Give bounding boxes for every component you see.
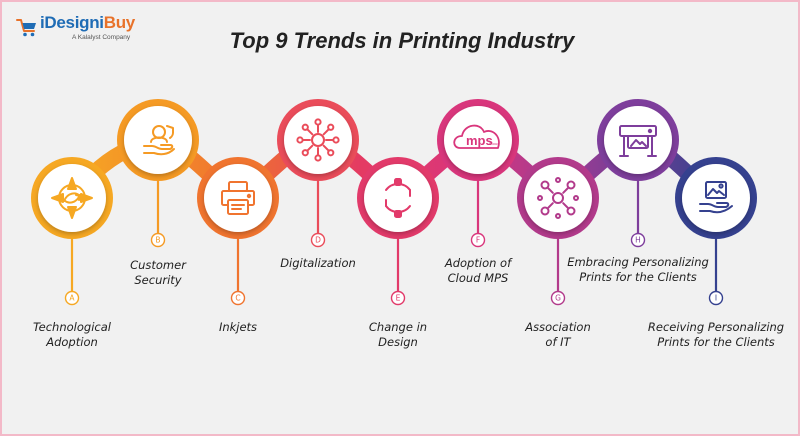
connected-people-icon	[537, 177, 579, 219]
trend-label-line: Inkjets	[218, 320, 258, 334]
trend-label-line: Adoption	[46, 335, 98, 349]
trend-label-line: Technological	[33, 320, 111, 334]
trend-label-line: Association	[525, 320, 591, 334]
node-disc	[38, 164, 106, 232]
trend-letter: B	[155, 236, 160, 245]
trend-letter: D	[315, 236, 321, 245]
trend-letter: F	[476, 236, 480, 245]
trend-label-a: Technological Adoption	[0, 320, 152, 350]
trend-letter-badge: C	[230, 290, 246, 306]
compass-gear-icon	[51, 177, 93, 219]
trend-label-line: Prints for the Clients	[579, 270, 697, 284]
node-disc	[204, 164, 272, 232]
cart-icon	[16, 19, 36, 37]
trend-node-g	[517, 157, 599, 239]
trend-letter: I	[715, 294, 717, 303]
trend-node-a	[31, 157, 113, 239]
trend-label-line: Cloud MPS	[447, 271, 509, 285]
trend-label-i: Receiving Personalizing Prints for the Cl…	[636, 320, 796, 350]
trend-node-c	[197, 157, 279, 239]
trend-letter: H	[635, 236, 641, 245]
trend-letter-badge: B	[150, 232, 166, 248]
trend-label-c: Inkjets	[158, 320, 318, 335]
brand-logo: iDesigniBuy A Kalalyst Company	[16, 10, 146, 50]
trend-letter: A	[69, 294, 75, 303]
trend-node-b	[117, 99, 199, 181]
cloud-mps-text: mps	[466, 133, 493, 148]
hand-secure-icon	[143, 125, 175, 156]
trend-label-b: Customer Security	[78, 258, 238, 288]
trend-label-line: of IT	[545, 335, 571, 349]
trend-node-h	[597, 99, 679, 181]
trend-node-i	[675, 157, 757, 239]
trend-label-line: Design	[378, 335, 418, 349]
cloud-mps-subtext: Cloud	[489, 141, 499, 146]
trend-label-line: Adoption of	[444, 256, 512, 270]
trend-letter: E	[396, 294, 401, 303]
trend-label-f: Adoption of Cloud MPS	[398, 256, 558, 286]
brand-name: iDesigniBuy	[40, 13, 135, 32]
brand-tagline: A Kalalyst Company	[72, 34, 131, 41]
trend-label-h: Embracing Personalizing Prints for the Cl…	[558, 255, 718, 285]
trend-letter-badge: G	[550, 290, 566, 306]
trend-letter: G	[555, 294, 561, 303]
trend-label-d: Digitalization	[238, 256, 398, 271]
trend-label-line: Embracing Personalizing	[567, 255, 709, 269]
node-disc	[444, 106, 512, 174]
trend-letter-badge: F	[470, 232, 486, 248]
network-hub-icon	[296, 118, 340, 162]
trend-label-line: Customer	[130, 258, 186, 272]
trend-label-line: Security	[134, 273, 182, 287]
trend-label-line: Prints for the Clients	[657, 335, 775, 349]
trend-letter-badge: E	[390, 290, 406, 306]
trend-label-line: Digitalization	[280, 256, 356, 270]
trend-letter-badge: I	[708, 290, 724, 306]
node-disc	[524, 164, 592, 232]
node-disc	[124, 106, 192, 174]
trend-node-d	[277, 99, 359, 181]
trend-letter: C	[235, 294, 240, 303]
trend-letter-badge: H	[630, 232, 646, 248]
node-disc	[364, 164, 432, 232]
trend-node-e	[357, 157, 439, 239]
cycle-arrows-icon	[385, 178, 411, 218]
large-format-printer-icon	[619, 125, 657, 157]
trend-label-line: Change in	[368, 320, 428, 334]
trend-label-e: Change in Design	[318, 320, 478, 350]
page-title: Top 9 Trends in Printing Industry	[229, 28, 575, 53]
node-disc	[284, 106, 352, 174]
hand-picture-icon	[699, 181, 733, 214]
printer-icon	[221, 181, 255, 215]
trend-letter-badge: A	[64, 290, 80, 306]
trend-label-line: Receiving Personalizing	[647, 320, 785, 334]
trend-label-g: Association of IT	[478, 320, 638, 350]
trend-letter-badge: D	[310, 232, 326, 248]
